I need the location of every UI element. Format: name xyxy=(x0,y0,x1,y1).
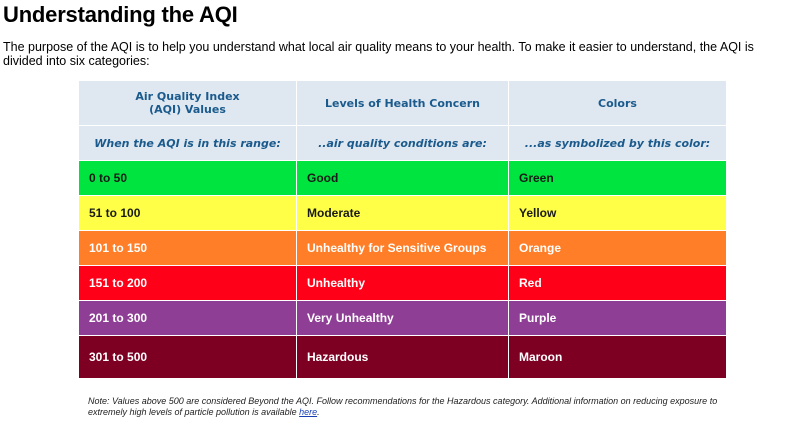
header-colors: Colors xyxy=(508,80,727,126)
aqi-range: 101 to 150 xyxy=(78,230,297,266)
aqi-range: 201 to 300 xyxy=(78,300,297,336)
aqi-table: Air Quality Index (AQI) Values Levels of … xyxy=(78,80,727,379)
color-name: Green xyxy=(508,160,727,196)
table-row: 0 to 50 Good Green xyxy=(78,160,727,196)
aqi-range: 301 to 500 xyxy=(78,335,297,379)
table-row: 201 to 300 Very Unhealthy Purple xyxy=(78,300,727,336)
health-level: Unhealthy for Sensitive Groups xyxy=(296,230,509,266)
table-row: 151 to 200 Unhealthy Red xyxy=(78,265,727,301)
footnote-end: . xyxy=(317,407,320,417)
health-level: Good xyxy=(296,160,509,196)
aqi-range: 151 to 200 xyxy=(78,265,297,301)
table-header-row: Air Quality Index (AQI) Values Levels of … xyxy=(78,80,727,126)
table-subheader-row: When the AQI is in this range: ..air qua… xyxy=(78,125,727,161)
color-name: Orange xyxy=(508,230,727,266)
health-level: Unhealthy xyxy=(296,265,509,301)
table-row: 301 to 500 Hazardous Maroon xyxy=(78,335,727,379)
footnote-text: Note: Values above 500 are considered Be… xyxy=(88,396,718,417)
table-row: 51 to 100 Moderate Yellow xyxy=(78,195,727,231)
header-aqi-values: Air Quality Index (AQI) Values xyxy=(78,80,297,126)
color-name: Purple xyxy=(508,300,727,336)
color-name: Yellow xyxy=(508,195,727,231)
color-name: Red xyxy=(508,265,727,301)
page-title: Understanding the AQI xyxy=(3,2,238,27)
subheader-range: When the AQI is in this range: xyxy=(78,125,297,161)
header-aqi-line1: Air Quality Index xyxy=(135,90,240,103)
aqi-range: 0 to 50 xyxy=(78,160,297,196)
subheader-color: ...as symbolized by this color: xyxy=(508,125,727,161)
header-health-concern: Levels of Health Concern xyxy=(296,80,509,126)
header-aqi-line2: (AQI) Values xyxy=(149,103,226,116)
aqi-range: 51 to 100 xyxy=(78,195,297,231)
color-name: Maroon xyxy=(508,335,727,379)
here-link[interactable]: here xyxy=(299,407,318,417)
subheader-conditions: ..air quality conditions are: xyxy=(296,125,509,161)
health-level: Hazardous xyxy=(296,335,509,379)
footnote: Note: Values above 500 are considered Be… xyxy=(88,396,728,418)
health-level: Very Unhealthy xyxy=(296,300,509,336)
table-row: 101 to 150 Unhealthy for Sensitive Group… xyxy=(78,230,727,266)
health-level: Moderate xyxy=(296,195,509,231)
intro-paragraph: The purpose of the AQI is to help you un… xyxy=(3,40,754,68)
